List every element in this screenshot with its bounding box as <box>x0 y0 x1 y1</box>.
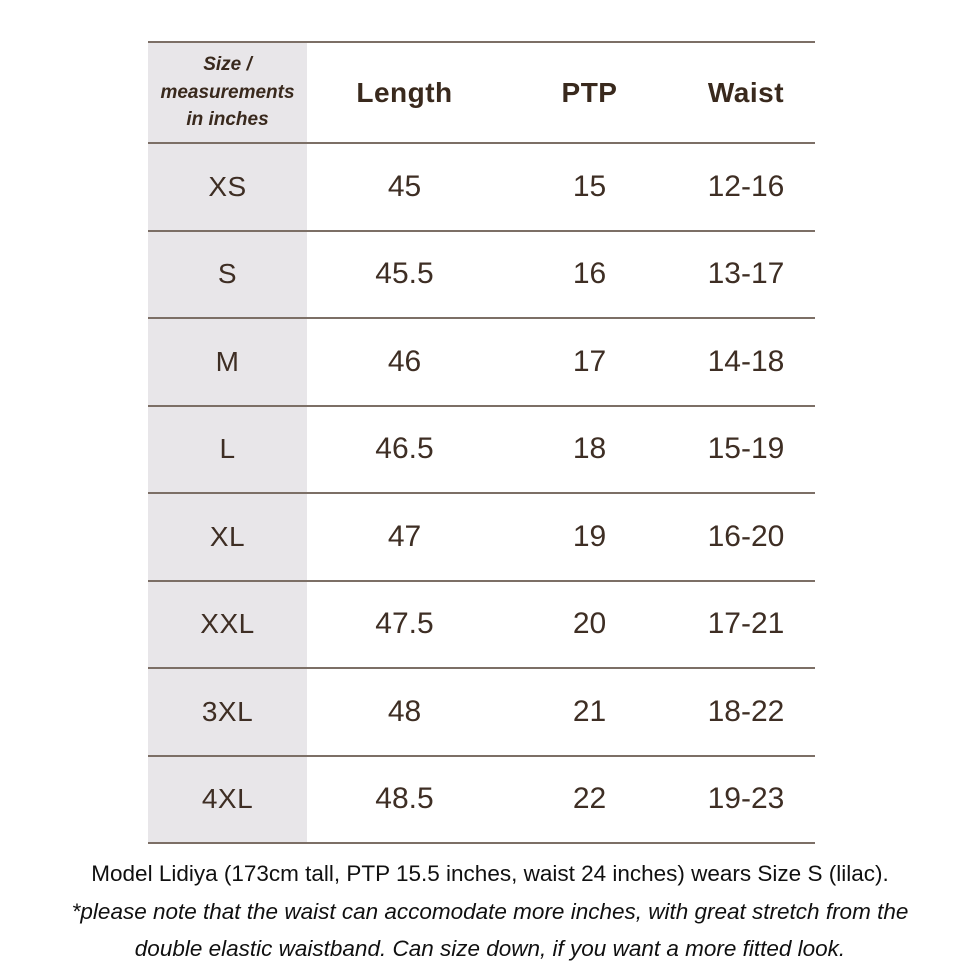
size-chart-table: Size / measurements in inches Length PTP… <box>148 41 815 844</box>
length-cell: 47 <box>387 519 422 553</box>
footnotes: Model Lidiya (173cm tall, PTP 15.5 inche… <box>0 855 980 968</box>
ptp-cell: 19 <box>572 519 607 553</box>
length-cell: 45.5 <box>375 257 434 291</box>
size-cell: XL <box>148 494 307 580</box>
length-cell: 47.5 <box>375 607 434 641</box>
size-cell: 4XL <box>148 756 307 842</box>
corner-header-cell: Size / measurements in inches <box>148 43 307 142</box>
size-row-m: M 46 17 14-18 <box>148 319 815 407</box>
ptp-cell: 21 <box>572 694 607 728</box>
size-row-xl: XL 47 19 16-20 <box>148 494 815 582</box>
ptp-cell: 18 <box>572 432 607 466</box>
size-row-3xl: 3XL 48 21 18-22 <box>148 669 815 757</box>
size-cell: XS <box>148 144 307 230</box>
size-cell: S <box>148 231 307 317</box>
length-cell: 48.5 <box>375 782 434 816</box>
ptp-cell: 16 <box>572 257 607 291</box>
waist-cell: 16-20 <box>707 519 785 553</box>
size-row-s: S 45.5 16 13-17 <box>148 231 815 319</box>
model-info-note: Model Lidiya (173cm tall, PTP 15.5 inche… <box>91 861 889 886</box>
size-cell: L <box>148 406 307 492</box>
stretch-disclaimer-line2: double elastic waistband. Can size down,… <box>134 936 846 961</box>
waist-cell: 13-17 <box>707 257 785 291</box>
ptp-cell: 22 <box>572 782 607 816</box>
length-cell: 46.5 <box>375 432 434 466</box>
size-cell: 3XL <box>148 669 307 755</box>
size-row-xxl: XXL 47.5 20 17-21 <box>148 581 815 669</box>
waist-cell: 17-21 <box>707 607 785 641</box>
corner-header-line: in inches <box>186 109 269 131</box>
size-cell: XXL <box>148 581 307 667</box>
ptp-cell: 17 <box>572 344 607 378</box>
column-header-waist: Waist <box>707 76 785 108</box>
size-row-4xl: 4XL 48.5 22 19-23 <box>148 756 815 844</box>
size-row-l: L 46.5 18 15-19 <box>148 406 815 494</box>
corner-header-line: Size / <box>203 54 252 76</box>
waist-cell: 19-23 <box>707 782 785 816</box>
waist-cell: 15-19 <box>707 432 785 466</box>
table-header-row: Size / measurements in inches Length PTP… <box>148 43 815 144</box>
size-cell: M <box>148 319 307 405</box>
corner-header-line: measurements <box>160 81 295 103</box>
size-row-xs: XS 45 15 12-16 <box>148 144 815 232</box>
ptp-cell: 20 <box>572 607 607 641</box>
waist-cell: 14-18 <box>707 344 785 378</box>
length-cell: 46 <box>387 344 422 378</box>
ptp-cell: 15 <box>572 169 607 203</box>
column-header-length: Length <box>356 76 453 108</box>
waist-cell: 12-16 <box>707 169 785 203</box>
waist-cell: 18-22 <box>707 694 785 728</box>
length-cell: 48 <box>387 694 422 728</box>
stretch-disclaimer-line1: *please note that the waist can accomoda… <box>71 898 909 924</box>
column-header-ptp: PTP <box>561 76 618 108</box>
length-cell: 45 <box>387 169 422 203</box>
